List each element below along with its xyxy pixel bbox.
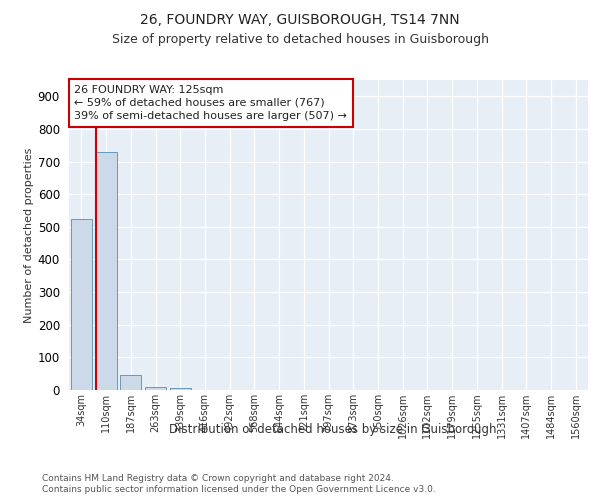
Bar xyxy=(120,376,141,390)
Text: 26 FOUNDRY WAY: 125sqm
← 59% of detached houses are smaller (767)
39% of semi-de: 26 FOUNDRY WAY: 125sqm ← 59% of detached… xyxy=(74,84,347,121)
Text: Contains public sector information licensed under the Open Government Licence v3: Contains public sector information licen… xyxy=(42,485,436,494)
Bar xyxy=(71,218,92,390)
Text: Contains HM Land Registry data © Crown copyright and database right 2024.: Contains HM Land Registry data © Crown c… xyxy=(42,474,394,483)
Bar xyxy=(95,152,116,390)
Text: Size of property relative to detached houses in Guisborough: Size of property relative to detached ho… xyxy=(112,32,488,46)
Text: 26, FOUNDRY WAY, GUISBOROUGH, TS14 7NN: 26, FOUNDRY WAY, GUISBOROUGH, TS14 7NN xyxy=(140,12,460,26)
Bar xyxy=(145,386,166,390)
Text: Distribution of detached houses by size in Guisborough: Distribution of detached houses by size … xyxy=(169,422,497,436)
Bar xyxy=(170,388,191,390)
Y-axis label: Number of detached properties: Number of detached properties xyxy=(23,148,34,322)
